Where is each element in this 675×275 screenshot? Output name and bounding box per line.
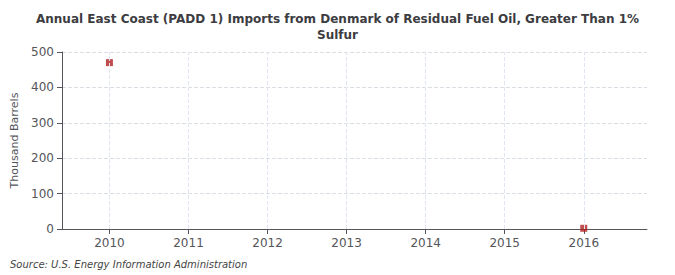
svg-text:300: 300 — [31, 116, 54, 130]
svg-text:500: 500 — [31, 45, 54, 59]
svg-text:400: 400 — [31, 80, 54, 94]
svg-text:Source: U.S. Energy Informatio: Source: U.S. Energy Information Administ… — [10, 259, 247, 270]
svg-text:0: 0 — [46, 222, 54, 236]
svg-text:2010: 2010 — [94, 236, 125, 250]
svg-text:Sulfur: Sulfur — [317, 28, 358, 42]
svg-text:2016: 2016 — [568, 236, 599, 250]
svg-text:2014: 2014 — [410, 236, 441, 250]
svg-text:2011: 2011 — [173, 236, 204, 250]
svg-text:2015: 2015 — [489, 236, 520, 250]
svg-text:100: 100 — [31, 187, 54, 201]
svg-text:2013: 2013 — [331, 236, 362, 250]
svg-text:Thousand Barrels: Thousand Barrels — [8, 92, 21, 189]
svg-text:Annual East Coast (PADD 1) Imp: Annual East Coast (PADD 1) Imports from … — [36, 12, 639, 26]
svg-text:200: 200 — [31, 151, 54, 165]
svg-text:2012: 2012 — [252, 236, 283, 250]
